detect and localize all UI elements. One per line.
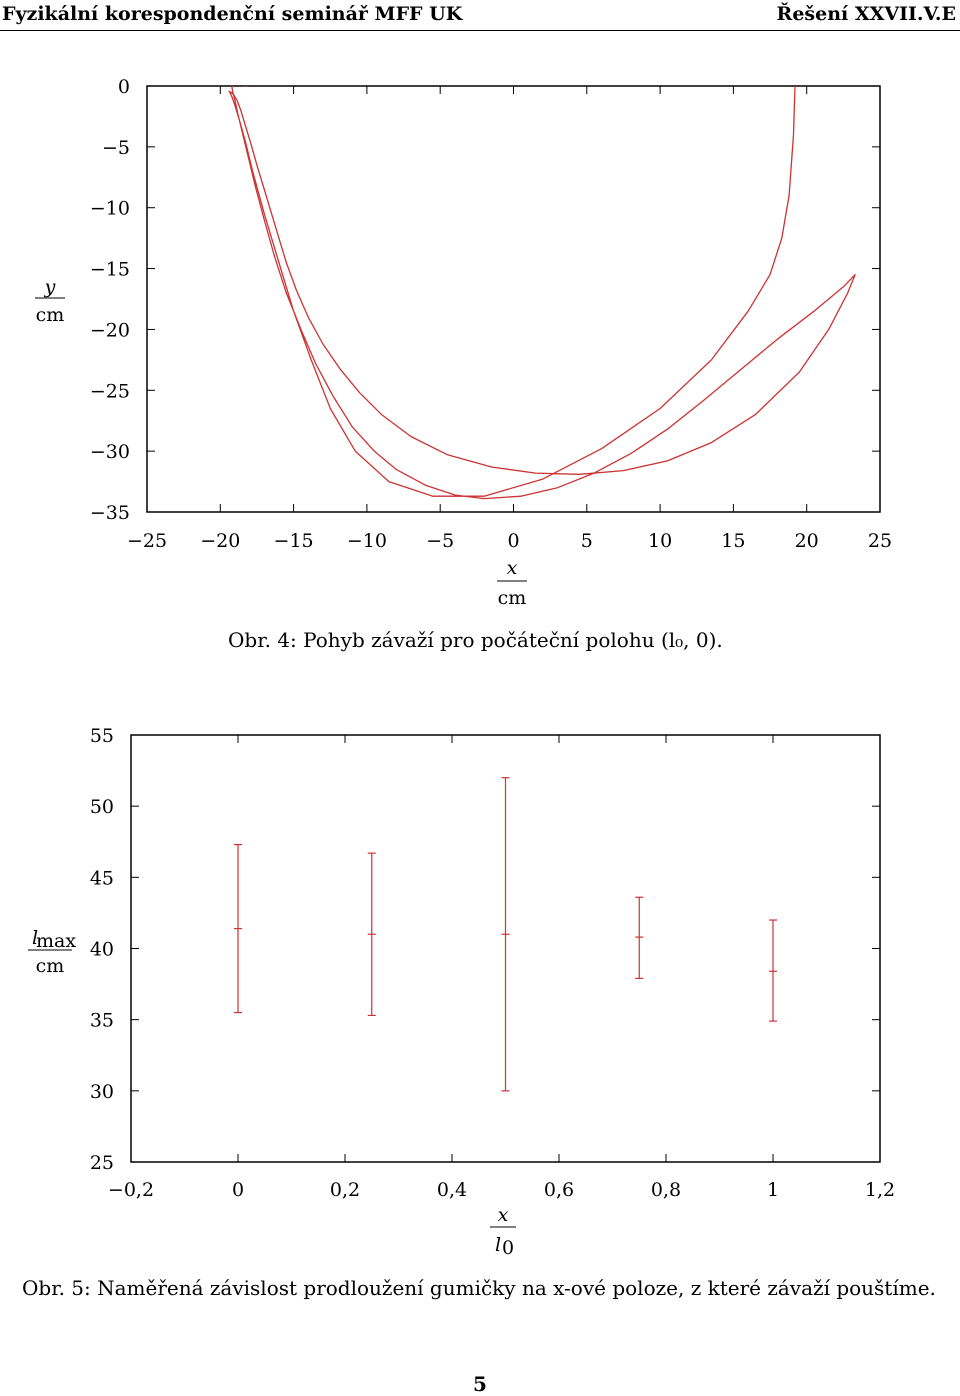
x-tick-label: −5 (426, 530, 454, 552)
x-axis-label: x (498, 1204, 509, 1226)
y-tick-label: −30 (90, 441, 130, 463)
x-tick-label: −15 (274, 530, 314, 552)
x-tick-label: 0 (507, 530, 519, 552)
x-tick-label: 0,6 (544, 1179, 574, 1201)
y-tick-label: 35 (90, 1010, 114, 1032)
y-tick-label: −5 (102, 137, 130, 159)
x-tick-label: 20 (795, 530, 819, 552)
x-tick-label: 10 (648, 530, 672, 552)
y-tick-label: 30 (90, 1081, 114, 1103)
y-axis-label: y (44, 276, 56, 298)
x-tick-label: 0,2 (330, 1179, 360, 1201)
trajectory-line (228, 86, 856, 500)
x-tick-label: −10 (347, 530, 387, 552)
x-tick-label: 25 (868, 530, 892, 552)
y-axis-label-subscript: max (36, 930, 76, 952)
x-tick-label: 0,8 (651, 1179, 681, 1201)
trajectory-chart: −25 −20 −15 −10 −5 0 5 10 15 20 25 0 −5 −10 −15 −20 −25 −… (35, 76, 892, 609)
x-tick-label: 1,2 (865, 1179, 895, 1201)
y-tick-label: −35 (90, 502, 130, 524)
figure-5-caption: Obr. 5: Naměřená závislost prodloužení g… (22, 1276, 936, 1300)
y-tick-label: 45 (90, 867, 114, 889)
y-axis-unit: cm (36, 304, 65, 326)
x-axis-label: x (507, 557, 518, 579)
x-axis-unit: cm (498, 587, 527, 609)
header-right-title: Řešení XXVII.V.E (776, 3, 956, 25)
y-axis-label: l (32, 927, 38, 949)
x-tick-label: 0 (232, 1179, 244, 1201)
y-tick-label: 55 (90, 725, 114, 747)
y-tick-label: 50 (90, 796, 114, 818)
x-tick-label: −0,2 (108, 1179, 154, 1201)
page-number: 5 (473, 1372, 487, 1396)
y-tick-label: 0 (118, 76, 130, 98)
y-tick-label: −25 (90, 380, 130, 402)
x-tick-label: 5 (581, 530, 593, 552)
x-tick-label: −20 (200, 530, 240, 552)
x-tick-label: −25 (127, 530, 167, 552)
y-tick-label: 25 (90, 1152, 114, 1174)
y-tick-label: −15 (90, 259, 130, 281)
header-left-title: Fyzikální korespondenční seminář MFF UK (2, 3, 463, 25)
x-tick-label: 0,4 (437, 1179, 467, 1201)
y-tick-label: 40 (90, 939, 114, 961)
page-header: Fyzikální korespondenční seminář MFF UK … (0, 0, 960, 31)
x-tick-label: 15 (721, 530, 745, 552)
figure-4-caption: Obr. 4: Pohyb závaží pro počáteční poloh… (228, 628, 723, 652)
x-axis-unit-subscript: 0 (502, 1237, 514, 1259)
y-axis-unit: cm (36, 955, 65, 977)
y-tick-label: −10 (90, 198, 130, 220)
x-tick-label: 1 (767, 1179, 779, 1201)
y-tick-label: −20 (90, 319, 130, 341)
x-axis-unit: l (495, 1234, 501, 1256)
plot-frame (146, 85, 881, 513)
